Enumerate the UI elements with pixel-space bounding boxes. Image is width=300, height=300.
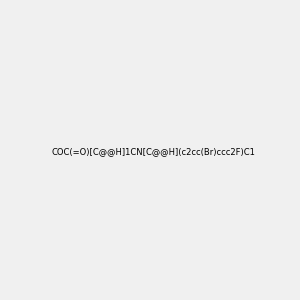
- Text: COC(=O)[C@@H]1CN[C@@H](c2cc(Br)ccc2F)C1: COC(=O)[C@@H]1CN[C@@H](c2cc(Br)ccc2F)C1: [52, 147, 256, 156]
